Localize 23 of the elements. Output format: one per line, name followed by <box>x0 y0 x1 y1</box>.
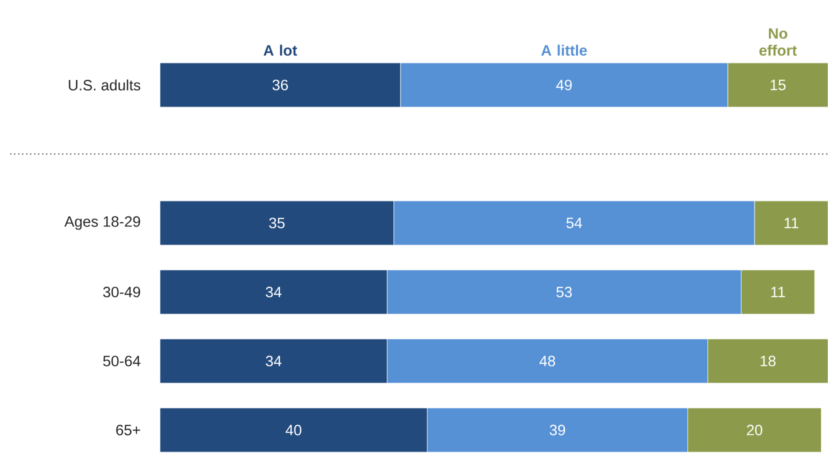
series-label: A lot <box>264 44 298 56</box>
y-tick-label: 50-64 <box>103 356 140 366</box>
series-label: A little <box>541 44 587 56</box>
y-tick-label: 30-49 <box>103 286 140 298</box>
data-label: 35 <box>269 218 285 228</box>
y-tick-label: 65+ <box>116 424 140 436</box>
data-label: 18 <box>760 356 776 366</box>
data-label: 34 <box>266 286 282 298</box>
data-label: 49 <box>556 80 572 90</box>
data-label: 15 <box>770 80 786 90</box>
data-label: 11 <box>771 286 785 298</box>
data-label: 36 <box>272 80 288 90</box>
data-label: 53 <box>556 286 572 298</box>
data-label: 48 <box>539 356 556 366</box>
data-label: 39 <box>550 424 566 436</box>
data-label: 11 <box>784 218 798 228</box>
series-label: No effort <box>759 28 797 56</box>
data-label: 34 <box>266 356 282 366</box>
data-label: 54 <box>566 218 582 228</box>
y-tick-label: U.S. adults <box>68 80 140 90</box>
y-tick-label: Ages 18-29 <box>64 216 140 230</box>
data-label: 20 <box>746 424 762 436</box>
data-label: 40 <box>286 424 302 436</box>
